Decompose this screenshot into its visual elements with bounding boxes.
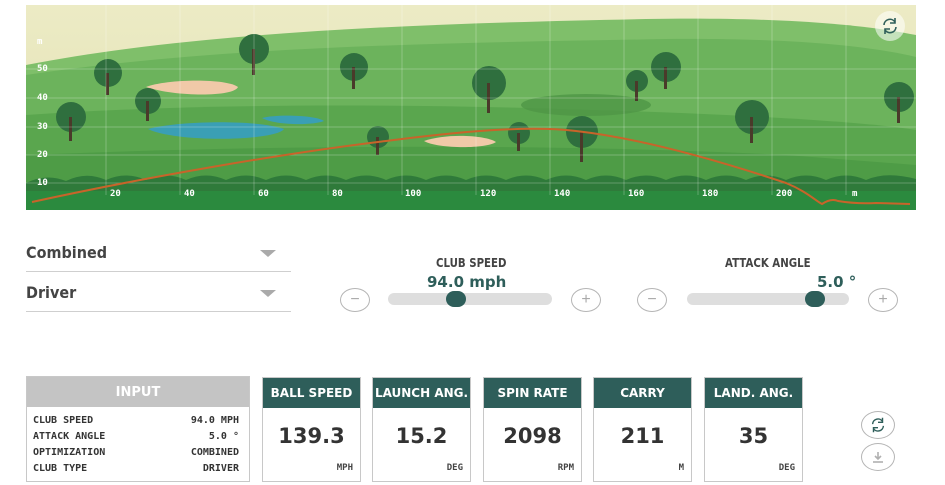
card-title: SPIN RATE [484,378,581,408]
x-tick-label: 180 [702,189,719,199]
card-value: 15.2 [395,424,448,448]
input-row-label: OPTIMIZATION [33,447,106,458]
x-tick-label: 120 [480,189,497,199]
refresh-icon [883,18,897,34]
launch-angle-card: LAUNCH ANG. 15.2 DEG [372,377,471,482]
x-tick-label: 140 [554,189,571,199]
input-summary-panel: INPUT CLUB SPEED 94.0 MPH ATTACK ANGLE 5… [26,376,250,482]
plus-icon: + [878,291,888,308]
card-unit: DEG [778,463,795,473]
attack-angle-title: ATTACK ANGLE [725,256,811,270]
card-unit: DEG [446,463,463,473]
carry-card: CARRY 211 M [593,377,692,482]
club-speed-decrease-button[interactable]: − [340,288,370,312]
x-tick-label: 20 [110,189,121,199]
y-tick-label: 30 [37,122,48,132]
attack-angle-decrease-button[interactable]: − [637,288,667,312]
club-type-select-value: Driver [26,283,77,302]
x-axis-unit: m [852,189,858,199]
y-tick-label: 20 [37,150,48,160]
minus-icon: − [350,291,360,308]
card-title: CARRY [594,378,691,408]
caret-down-icon [260,290,276,297]
card-unit: MPH [336,463,353,473]
card-title: LAND. ANG. [705,378,802,408]
card-value: 35 [738,424,769,448]
y-tick-label: 40 [37,93,48,103]
refresh-view-button[interactable] [875,11,905,41]
club-speed-slider[interactable] [388,291,552,307]
input-row-label: CLUB TYPE [33,463,88,474]
input-panel-title: INPUT [27,377,249,407]
y-tick-label: 50 [37,64,48,74]
attack-angle-value: 5.0 ° [817,273,857,291]
card-title: BALL SPEED [263,378,360,408]
trajectory-view [26,5,916,210]
x-tick-label: 80 [332,189,343,199]
attack-angle-slider[interactable] [687,291,849,307]
card-title: LAUNCH ANG. [373,378,470,408]
reset-button[interactable] [861,411,895,439]
input-row-label: CLUB SPEED [33,415,94,426]
card-unit: M [678,463,684,473]
card-value: 211 [620,424,665,448]
input-row-label: ATTACK ANGLE [33,431,106,442]
card-value: 2098 [503,424,562,448]
input-row-value: DRIVER [202,463,239,474]
landing-angle-card: LAND. ANG. 35 DEG [704,377,803,482]
spin-rate-card: SPIN RATE 2098 RPM [483,377,582,482]
optimization-select[interactable]: Combined [26,233,291,272]
attack-angle-increase-button[interactable]: + [868,288,898,312]
y-axis-unit: m [37,37,43,47]
plus-icon: + [581,291,591,308]
club-speed-slider-handle[interactable] [446,291,466,307]
card-value: 139.3 [278,424,345,448]
download-icon [873,452,883,463]
club-speed-title: CLUB SPEED [436,256,507,270]
club-speed-increase-button[interactable]: + [571,288,601,312]
x-tick-label: 200 [776,189,793,199]
ball-speed-card: BALL SPEED 139.3 MPH [262,377,361,482]
x-tick-label: 160 [628,189,645,199]
club-speed-value: 94.0 mph [427,273,507,291]
refresh-icon [871,417,885,433]
ball-trajectory [31,127,911,206]
input-row-value: 94.0 MPH [190,415,239,426]
y-tick-label: 10 [37,178,48,188]
input-row-value: 5.0 ° [208,431,239,442]
club-type-select[interactable]: Driver [26,273,291,312]
minus-icon: − [647,291,657,308]
x-tick-label: 60 [258,189,269,199]
card-unit: RPM [557,463,574,473]
caret-down-icon [260,250,276,257]
attack-angle-slider-handle[interactable] [805,291,825,307]
input-row-value: COMBINED [190,447,239,458]
x-tick-label: 40 [184,189,195,199]
x-tick-label: 100 [405,189,422,199]
optimization-select-value: Combined [26,243,108,262]
download-button[interactable] [861,443,895,471]
